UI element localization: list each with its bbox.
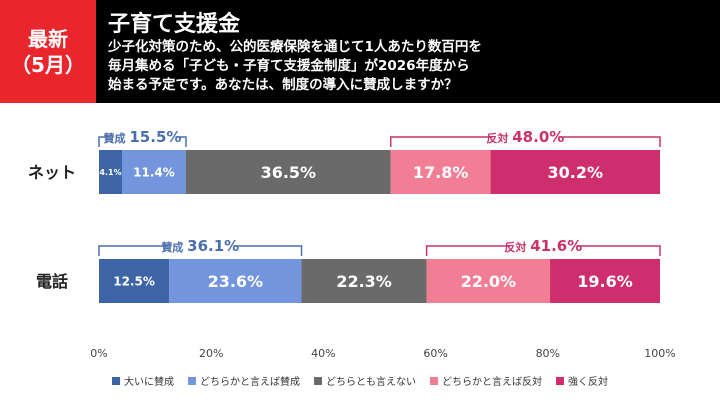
x-tick-label: 20%: [199, 347, 223, 360]
data-label: 22.0%: [461, 272, 517, 291]
legend-item: 大いに賛成: [112, 373, 174, 388]
page-title: 子育て支援金: [108, 12, 241, 37]
legend-label: どちらとも言えない: [326, 377, 416, 388]
legend-label: 大いに賛成: [124, 377, 174, 388]
bar-segment: [490, 150, 660, 194]
legend-label: 強く反対: [568, 377, 608, 388]
bracket-support: [98, 245, 303, 256]
bar-segment: [169, 259, 302, 303]
x-tick-label: 100%: [644, 347, 675, 360]
x-tick-label: 0%: [90, 347, 107, 360]
annotation-support: 賛成 36.1%: [161, 237, 239, 255]
bracket-oppose: [425, 245, 661, 256]
legend-swatch: [556, 376, 564, 385]
question-line: 始まる予定です。あなたは、制度の導入に賛成しますか？: [108, 77, 458, 93]
data-label: 22.3%: [336, 272, 392, 291]
legend-item: どちらとも言えない: [314, 373, 416, 388]
data-label: 36.5%: [261, 163, 317, 182]
bar-segment: [122, 150, 186, 194]
data-label: 23.6%: [208, 272, 264, 291]
x-tick-label: 80%: [536, 347, 560, 360]
legend-label: どちらかと言えば賛成: [200, 377, 300, 388]
bar-segment: [99, 259, 170, 303]
legend-swatch: [430, 376, 438, 385]
legend-label: どちらかと言えば反対: [442, 377, 542, 388]
question-line: 少子化対策のため、公的医療保険を通じて1人あたり数百円を: [108, 39, 482, 55]
chart-legend: 大いに賛成 どちらかと言えば賛成 どちらとも言えない どちらかと言えば反対 強く反対: [0, 373, 720, 388]
x-tick-label: 40%: [311, 347, 335, 360]
annotation-oppose: 反対 48.0%: [486, 128, 564, 146]
data-label: 12.5%: [113, 274, 155, 288]
data-label: 4.1%: [99, 168, 121, 177]
data-label: 11.4%: [133, 165, 175, 179]
x-tick-label: 60%: [423, 347, 447, 360]
badge-line-1: 最新: [28, 26, 68, 51]
legend-swatch: [112, 376, 120, 385]
data-label: 30.2%: [548, 163, 604, 182]
annotation-oppose: 反対 41.6%: [504, 237, 582, 255]
annotation-support: 賛成 15.5%: [104, 128, 182, 146]
legend-swatch: [314, 376, 322, 385]
bar-segment: [550, 259, 660, 303]
category-label: 電話: [36, 272, 68, 291]
question-line: 毎月集める「子ども・子育て支援金制度」が2026年度から: [108, 58, 470, 74]
bar-segment: [390, 150, 491, 194]
bar-segment: [185, 150, 391, 194]
header-banner: 最新 （5月） 子育て支援金 少子化対策のため、公的医療保険を通じて1人あたり数…: [0, 0, 720, 103]
bar-segment: [301, 259, 427, 303]
bar-segment: [99, 150, 123, 194]
question-text: 少子化対策のため、公的医療保険を通じて1人あたり数百円を 毎月集める「子ども・子…: [108, 38, 708, 95]
bracket-support: [98, 136, 187, 147]
data-label: 17.8%: [413, 163, 469, 182]
bar-segment: [426, 259, 551, 303]
bracket-oppose: [389, 136, 661, 147]
badge-line-2: （5月）: [11, 52, 85, 77]
data-label: 19.6%: [577, 272, 633, 291]
legend-item: 強く反対: [556, 373, 608, 388]
latest-badge: 最新 （5月）: [0, 0, 96, 103]
legend-item: どちらかと言えば賛成: [188, 373, 300, 388]
legend-swatch: [188, 376, 196, 385]
category-label: ネット: [28, 163, 76, 182]
legend-item: どちらかと言えば反対: [430, 373, 542, 388]
